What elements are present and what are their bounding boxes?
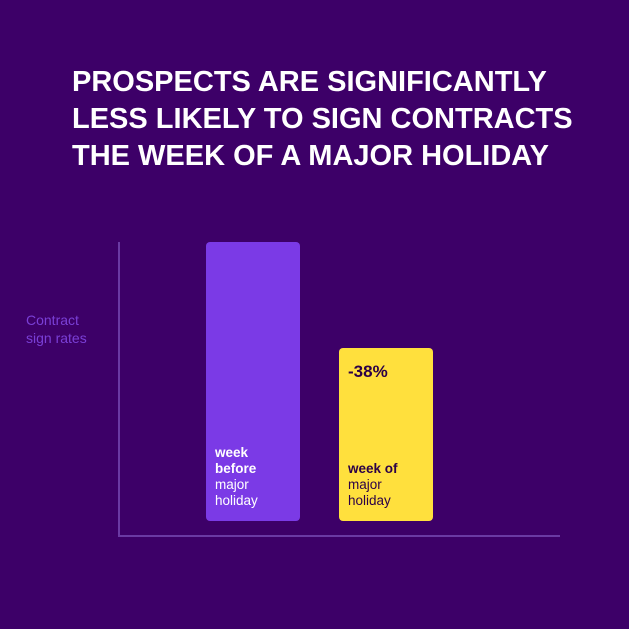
y-axis-line — [118, 242, 120, 537]
chart-title: PROSPECTS ARE SIGNIFICANTLY LESS LIKELY … — [72, 64, 592, 175]
title-line-3: THE WEEK OF A MAJOR HOLIDAY — [72, 140, 549, 172]
category-label-line: major — [348, 476, 382, 492]
x-axis-line — [118, 535, 560, 537]
category-label-bold-line: week of — [348, 460, 398, 476]
bar-2: week of major holiday -38% — [339, 348, 433, 521]
bar-1-category-label: week before major holiday — [215, 445, 258, 509]
bar-2-data-label: -38% — [348, 362, 388, 382]
category-label-line: major — [215, 477, 249, 492]
y-axis-label: Contract sign rates — [26, 312, 87, 346]
bar-1: week before major holiday — [206, 242, 300, 521]
category-label-line: holiday — [348, 492, 391, 508]
title-line-1: PROSPECTS ARE SIGNIFICANTLY — [72, 66, 547, 98]
category-label-bold-line: before — [215, 461, 257, 476]
category-label-line: holiday — [215, 493, 258, 508]
category-label-bold-line: week — [215, 445, 249, 460]
bar-2-category-label: week of major holiday — [348, 461, 398, 509]
title-line-2: LESS LIKELY TO SIGN CONTRACTS — [72, 103, 573, 135]
